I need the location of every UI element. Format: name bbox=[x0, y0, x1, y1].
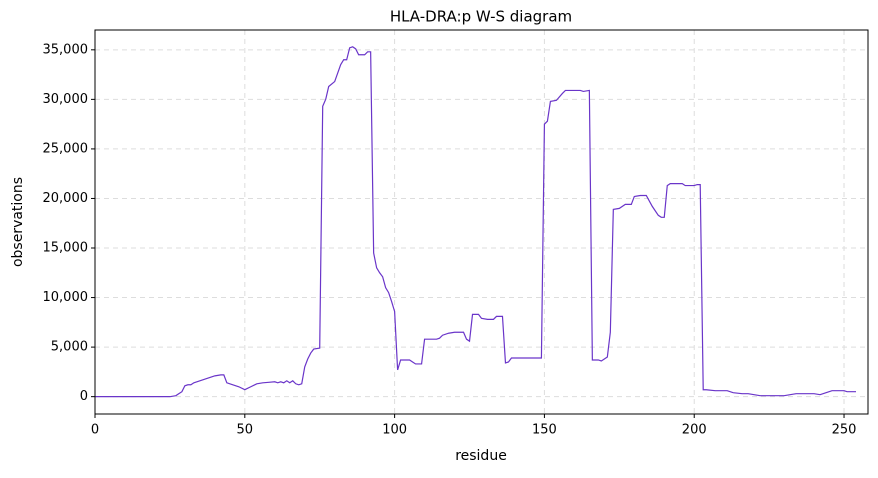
y-tick-label: 10,000 bbox=[43, 290, 89, 305]
y-tick-label: 35,000 bbox=[43, 42, 89, 57]
x-tick-label: 150 bbox=[532, 423, 557, 438]
x-tick-label: 50 bbox=[237, 423, 254, 438]
y-axis-label: observations bbox=[10, 177, 26, 267]
x-axis-label: residue bbox=[455, 448, 507, 464]
x-tick-label: 250 bbox=[832, 423, 857, 438]
y-tick-label: 5,000 bbox=[51, 340, 88, 355]
data-line bbox=[95, 46, 857, 398]
chart-title: HLA-DRA:p W-S diagram bbox=[390, 8, 572, 26]
x-tick-label: 200 bbox=[682, 423, 707, 438]
y-tick-label: 25,000 bbox=[43, 141, 89, 156]
y-tick-label: 30,000 bbox=[43, 92, 89, 107]
y-tick-label: 20,000 bbox=[43, 191, 89, 206]
x-tick-label: 0 bbox=[91, 423, 99, 438]
y-tick-label: 0 bbox=[80, 389, 88, 404]
x-tick-label: 100 bbox=[382, 423, 407, 438]
y-tick-label: 15,000 bbox=[43, 241, 89, 256]
plot-frame bbox=[94, 29, 869, 415]
